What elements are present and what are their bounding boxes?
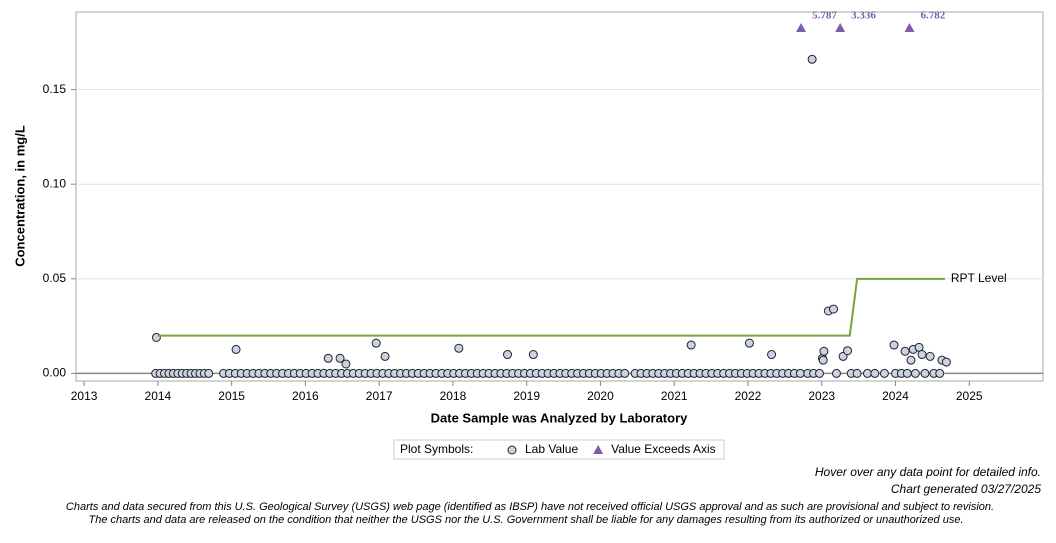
- lab-value-point: [910, 368, 920, 378]
- x-tick-label: 2015: [218, 389, 245, 403]
- lab-value-point: [925, 351, 935, 361]
- exceeds-label: 3.336: [851, 10, 876, 22]
- x-tick-label: 2022: [735, 389, 762, 403]
- x-tick-label: 2019: [513, 389, 540, 403]
- lab-value-point: [380, 351, 390, 361]
- lab-value-point: [204, 368, 214, 378]
- y-tick-label: 0.15: [43, 82, 67, 96]
- x-tick-label: 2013: [71, 389, 98, 403]
- x-tick-label: 2016: [292, 389, 319, 403]
- x-tick-label: 2021: [661, 389, 688, 403]
- disclaimer: Charts and data secured from this U.S. G…: [66, 501, 994, 513]
- legend-title: Plot Symbols:: [400, 442, 473, 456]
- x-tick-label: 2025: [956, 389, 983, 403]
- lab-value-point: [852, 368, 862, 378]
- lab-value-point: [829, 304, 839, 314]
- lab-value-point: [528, 350, 538, 360]
- legend-symbol: [593, 445, 604, 454]
- lab-value-point: [843, 346, 853, 356]
- plot-frame: [75, 11, 1044, 382]
- exceeds-label: 5.787: [812, 10, 837, 22]
- lab-value-point: [686, 340, 696, 350]
- lab-value-point: [371, 338, 381, 348]
- exceeds-marker: [796, 23, 807, 32]
- lab-value-point: [906, 355, 916, 365]
- lab-value-point: [941, 357, 951, 367]
- lab-value-point: [870, 368, 880, 378]
- y-axis-title: Concentration, in mg/L: [12, 125, 27, 267]
- lab-value-point: [902, 368, 912, 378]
- lab-value-point: [795, 368, 805, 378]
- lab-value-point: [900, 346, 910, 356]
- note: Chart generated 03/27/2025: [891, 482, 1041, 496]
- y-tick-label: 0.00: [43, 366, 67, 380]
- lab-value-point: [920, 368, 930, 378]
- y-tick-label: 0.05: [43, 271, 67, 285]
- lab-value-point: [807, 54, 817, 64]
- reference-line: [157, 277, 945, 337]
- lab-value-point: [819, 346, 829, 356]
- lab-value-point: [831, 368, 841, 378]
- note: Hover over any data point for detailed i…: [815, 465, 1041, 479]
- line-label: RPT Level: [951, 271, 1007, 285]
- lab-value-point: [862, 368, 872, 378]
- lab-value-point: [502, 350, 512, 360]
- x-axis-title: Date Sample was Analyzed by Laboratory: [431, 410, 688, 425]
- y-tick-label: 0.10: [43, 176, 67, 190]
- lab-value-point: [620, 368, 630, 378]
- lab-value-point: [935, 368, 945, 378]
- exceeds-marker: [835, 23, 846, 32]
- lab-value-point: [889, 340, 899, 350]
- x-tick-label: 2014: [145, 389, 172, 403]
- lab-value-point: [335, 353, 345, 363]
- legend-label: Lab Value: [525, 442, 578, 456]
- lab-value-point: [818, 355, 828, 365]
- exceeds-marker: [904, 23, 915, 32]
- lab-value-point: [744, 338, 754, 348]
- x-tick-label: 2018: [440, 389, 467, 403]
- x-tick-label: 2020: [587, 389, 614, 403]
- exceeds-label: 6.782: [920, 10, 945, 22]
- lab-value-point: [879, 368, 889, 378]
- lab-value-point: [231, 344, 241, 354]
- lab-value-point: [767, 350, 777, 360]
- lab-value-point: [815, 368, 825, 378]
- lab-value-point: [917, 350, 927, 360]
- x-tick-label: 2017: [366, 389, 393, 403]
- legend-box: [393, 439, 725, 460]
- lab-value-point: [454, 343, 464, 353]
- lab-value-point: [341, 359, 351, 369]
- legend-symbol: [507, 445, 517, 455]
- lab-value-point: [323, 353, 333, 363]
- legend-label: Value Exceeds Axis: [611, 442, 716, 456]
- x-tick-label: 2023: [808, 389, 835, 403]
- x-tick-label: 2024: [882, 389, 909, 403]
- disclaimer: The charts and data are released on the …: [89, 514, 964, 526]
